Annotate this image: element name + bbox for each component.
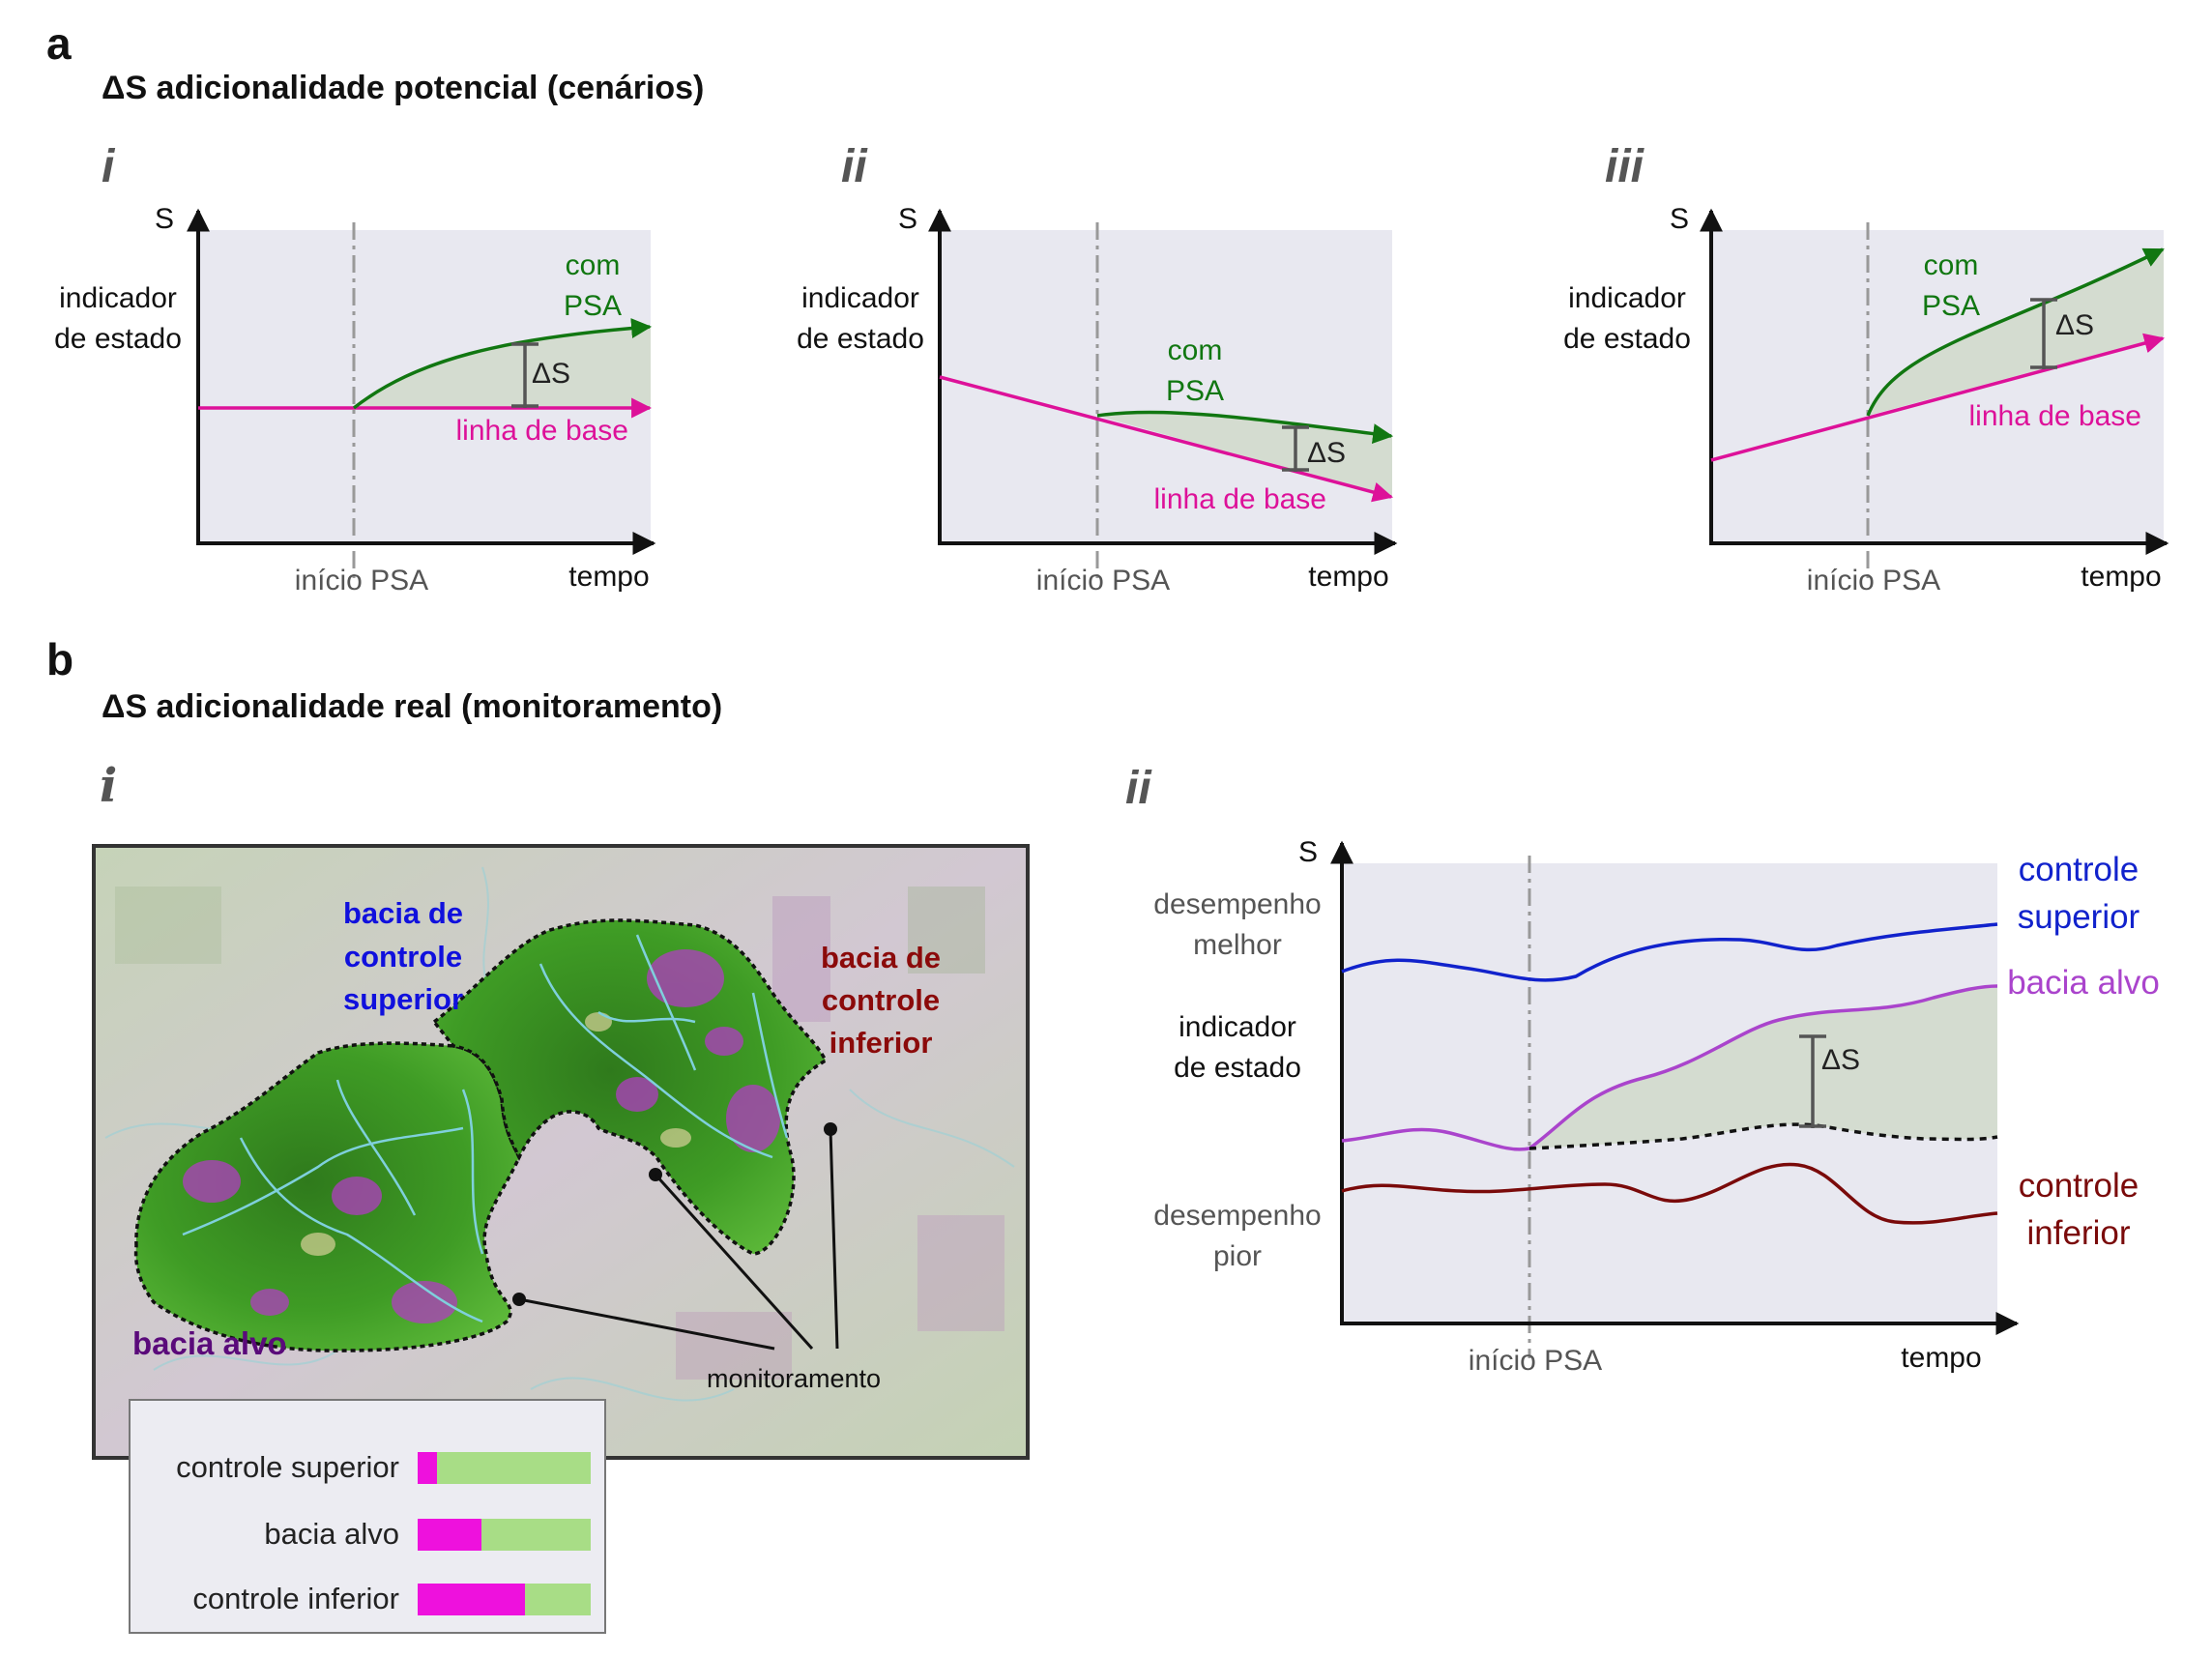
upper-control-series-label-2: superior xyxy=(2018,898,2140,936)
panel-b-map-numeral: i xyxy=(100,759,118,813)
scenario-iii-delta-bracket xyxy=(2030,298,2057,369)
monitoring-plot-numeral: ii xyxy=(1125,763,1152,814)
legend-fill-upper xyxy=(418,1452,437,1484)
upper-control-series-label-1: controle xyxy=(2019,851,2139,888)
monitoring-delta-bracket xyxy=(1799,1034,1826,1128)
worse-label-2: pior xyxy=(1213,1240,1262,1272)
land-use-legend: controle superior bacia alvo controle in… xyxy=(129,1399,606,1634)
target-line xyxy=(1341,984,1998,1151)
monitoring-start-label: início PSA xyxy=(1469,1345,1602,1377)
legend-row-upper: controle superior xyxy=(131,1450,604,1485)
lower-control-series-label-2: inferior xyxy=(2027,1214,2131,1252)
scenario-iii-y-label-1: indicador xyxy=(1568,282,1686,314)
scenario-iii-baseline-label: linha de base xyxy=(1969,400,2141,432)
scenario-i-numeral: i xyxy=(102,141,116,192)
lower-control-series-label-1: controle xyxy=(2019,1167,2139,1205)
lower-control-label-1: bacia de xyxy=(821,941,941,974)
target-series-label: bacia alvo xyxy=(2007,964,2160,1002)
scenario-iii-delta-area xyxy=(1868,249,2164,416)
monitoring-y-label-1: indicador xyxy=(1179,1011,1296,1043)
scenario-ii-delta-label: ΔS xyxy=(1307,437,1346,469)
worse-label-1: desempenho xyxy=(1153,1200,1321,1232)
upper-control-label-3: superior xyxy=(343,982,463,1016)
monitoring-plot: ii ΔS S desempenho melhor indicador de e… xyxy=(1125,763,2160,1377)
counterfactual-line xyxy=(1528,1122,1998,1150)
scenario-i-delta-label: ΔS xyxy=(532,358,570,390)
scenario-i-s-label: S xyxy=(155,203,174,235)
legend-row-target: bacia alvo xyxy=(131,1517,604,1552)
panel-a-letter: a xyxy=(46,18,72,69)
scenario-iii: iii S indicador de estado com PSA ΔS lin… xyxy=(1563,141,2169,596)
better-label-1: desempenho xyxy=(1153,888,1321,920)
scenario-i: i S indicador de estado com PSA ΔS linha… xyxy=(54,141,656,596)
upper-control-label-1: bacia de xyxy=(343,896,463,930)
lower-control-label-2: controle xyxy=(822,983,940,1017)
target-label: bacia alvo xyxy=(132,1325,287,1361)
target-watershed xyxy=(133,1041,521,1352)
scenario-iii-s-label: S xyxy=(1670,203,1689,235)
legend-label-upper: controle superior xyxy=(176,1450,399,1484)
scenario-ii-baseline-line xyxy=(939,375,1394,503)
scenario-iii-x-label: tempo xyxy=(2081,561,2161,593)
monitoring-y-label-2: de estado xyxy=(1174,1052,1301,1084)
monitoring-delta-area xyxy=(1529,986,1997,1148)
scenario-iii-with-label-1: com xyxy=(1924,249,1979,281)
legend-label-lower: controle inferior xyxy=(192,1582,399,1615)
monitoring-s-label: S xyxy=(1298,836,1318,868)
scenario-iii-with-psa-line xyxy=(1866,247,2165,417)
legend-row-lower: controle inferior xyxy=(131,1582,604,1616)
watershed-map-image: bacia de controle superior bacia de cont… xyxy=(96,848,1026,1456)
scenario-ii-numeral: ii xyxy=(841,141,868,192)
monitoring-label: monitoramento xyxy=(707,1364,881,1393)
scenario-ii: ii S indicador de estado com PSA ΔS linh… xyxy=(797,141,1398,596)
scenario-iii-baseline-line xyxy=(1710,333,2166,462)
legend-fill-lower xyxy=(418,1584,525,1615)
scenario-i-baseline-label: linha de base xyxy=(456,415,628,447)
scenario-i-delta-bracket xyxy=(511,342,538,408)
scenario-ii-baseline-label: linha de base xyxy=(1154,483,1326,515)
scenario-iii-y-label-2: de estado xyxy=(1563,323,1691,355)
scenario-ii-start-label: início PSA xyxy=(1036,565,1170,596)
scenario-i-y-label-1: indicador xyxy=(59,282,177,314)
panel-b-title: ΔS adicionalidade real (monitoramento) xyxy=(102,688,723,725)
scenario-ii-plot-area xyxy=(940,230,1392,543)
legend-label-target: bacia alvo xyxy=(264,1517,399,1551)
watershed-map: bacia de controle superior bacia de cont… xyxy=(92,844,1030,1460)
scenario-ii-s-label: S xyxy=(898,203,917,235)
scenario-ii-y-label-1: indicador xyxy=(801,282,919,314)
lower-control-line xyxy=(1341,1162,1998,1225)
legend-bar-target xyxy=(418,1519,591,1551)
legend-bar-upper xyxy=(418,1452,591,1484)
scenario-iii-start-label: início PSA xyxy=(1807,565,1940,596)
scenario-iii-with-label-2: PSA xyxy=(1922,290,1980,322)
lower-control-label-3: inferior xyxy=(830,1026,933,1060)
scenario-ii-y-label-2: de estado xyxy=(797,323,924,355)
scenario-i-with-label-2: PSA xyxy=(564,290,622,322)
scenario-ii-with-label-2: PSA xyxy=(1166,375,1224,407)
panel-a-title: ΔS adicionalidade potencial (cenários) xyxy=(102,70,705,106)
upper-control-line xyxy=(1341,922,1998,982)
scenario-iii-numeral: iii xyxy=(1605,141,1645,192)
monitoring-delta-label: ΔS xyxy=(1821,1044,1860,1076)
legend-fill-target xyxy=(418,1519,482,1551)
legend-bar-lower xyxy=(418,1584,591,1615)
scenario-i-with-psa-line xyxy=(352,318,653,410)
monitoring-x-label: tempo xyxy=(1901,1342,1981,1374)
scenario-iii-delta-label: ΔS xyxy=(2055,309,2094,341)
panel-a-charts: i S indicador de estado com PSA ΔS linha… xyxy=(54,141,2169,596)
scenario-i-x-label: tempo xyxy=(568,561,649,593)
scenario-i-start-label: início PSA xyxy=(295,565,428,596)
upper-control-label-2: controle xyxy=(344,940,462,974)
scenario-i-with-label-1: com xyxy=(566,249,621,281)
scenario-i-y-label-2: de estado xyxy=(54,323,182,355)
panel-b-letter: b xyxy=(46,634,74,684)
scenario-ii-delta-bracket xyxy=(1282,425,1309,472)
scenario-ii-x-label: tempo xyxy=(1308,561,1388,593)
scenario-ii-with-label-1: com xyxy=(1168,334,1223,366)
better-label-2: melhor xyxy=(1193,929,1282,961)
scenario-ii-with-psa-line xyxy=(1096,410,1394,445)
scenario-i-delta-area xyxy=(354,327,651,408)
